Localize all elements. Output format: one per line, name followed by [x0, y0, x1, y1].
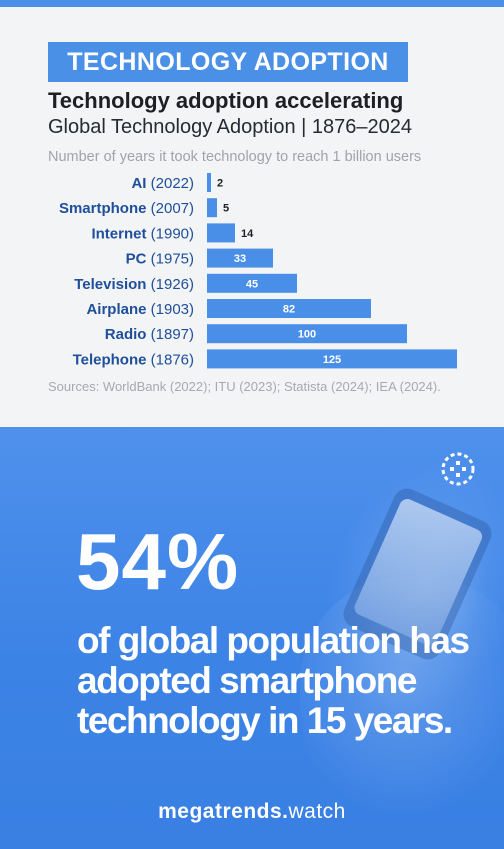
value-label-airplane: 82: [283, 304, 295, 316]
category-label-smartphone: Smartphone (2007): [59, 200, 194, 217]
stat-value: 54%: [76, 517, 240, 606]
bar-telephone: [207, 349, 457, 369]
section-badge: TECHNOLOGY ADOPTION: [48, 42, 408, 82]
category-label-radio: Radio (1897): [105, 326, 194, 343]
chart-subtitle: Global Technology Adoption | 1876–2024: [48, 116, 413, 138]
adoption-bar-chart: AI (2022) 2 Smartphone (2007) 5 Internet (19…: [59, 173, 457, 369]
stat-panel: 54% of global population has adopted sma…: [0, 427, 504, 849]
bar-smartphone: [207, 198, 217, 218]
value-label-radio: 100: [298, 329, 316, 341]
chart-note: Number of years it took technology to re…: [48, 149, 422, 165]
bar-ai: [207, 173, 211, 192]
bar-pc: [207, 248, 273, 268]
category-label-telephone: Telephone (1876): [73, 351, 194, 368]
value-label-pc: 33: [234, 253, 246, 265]
value-label-ai: 2: [217, 178, 223, 190]
value-label-telephone: 125: [323, 354, 341, 366]
category-label-pc: PC (1975): [126, 251, 194, 268]
category-label-ai: AI (2022): [131, 175, 194, 192]
brand-light: watch: [288, 800, 346, 823]
value-label-smartphone: 5: [223, 203, 229, 215]
value-label-television: 45: [246, 278, 258, 290]
category-label-television: Television (1926): [74, 276, 194, 293]
megatrends-logo-icon: [441, 452, 475, 486]
brand-wordmark: megatrends.watch: [0, 800, 504, 824]
category-label-internet: Internet (1990): [91, 225, 194, 242]
value-label-internet: 14: [241, 228, 254, 240]
bar-television: [207, 273, 297, 293]
stat-text: of global population has adopted smartph…: [77, 620, 470, 741]
category-label-airplane: Airplane (1903): [86, 301, 194, 318]
chart-source: Sources: WorldBank (2022); ITU (2023); S…: [48, 379, 441, 394]
bar-internet: [207, 223, 235, 243]
brand-bold: megatrends.: [158, 800, 289, 823]
chart-title: Technology adoption accelerating: [48, 88, 404, 113]
top-accent-bar: [0, 0, 504, 7]
bar-radio: [207, 324, 407, 344]
bar-airplane: [207, 299, 371, 318]
